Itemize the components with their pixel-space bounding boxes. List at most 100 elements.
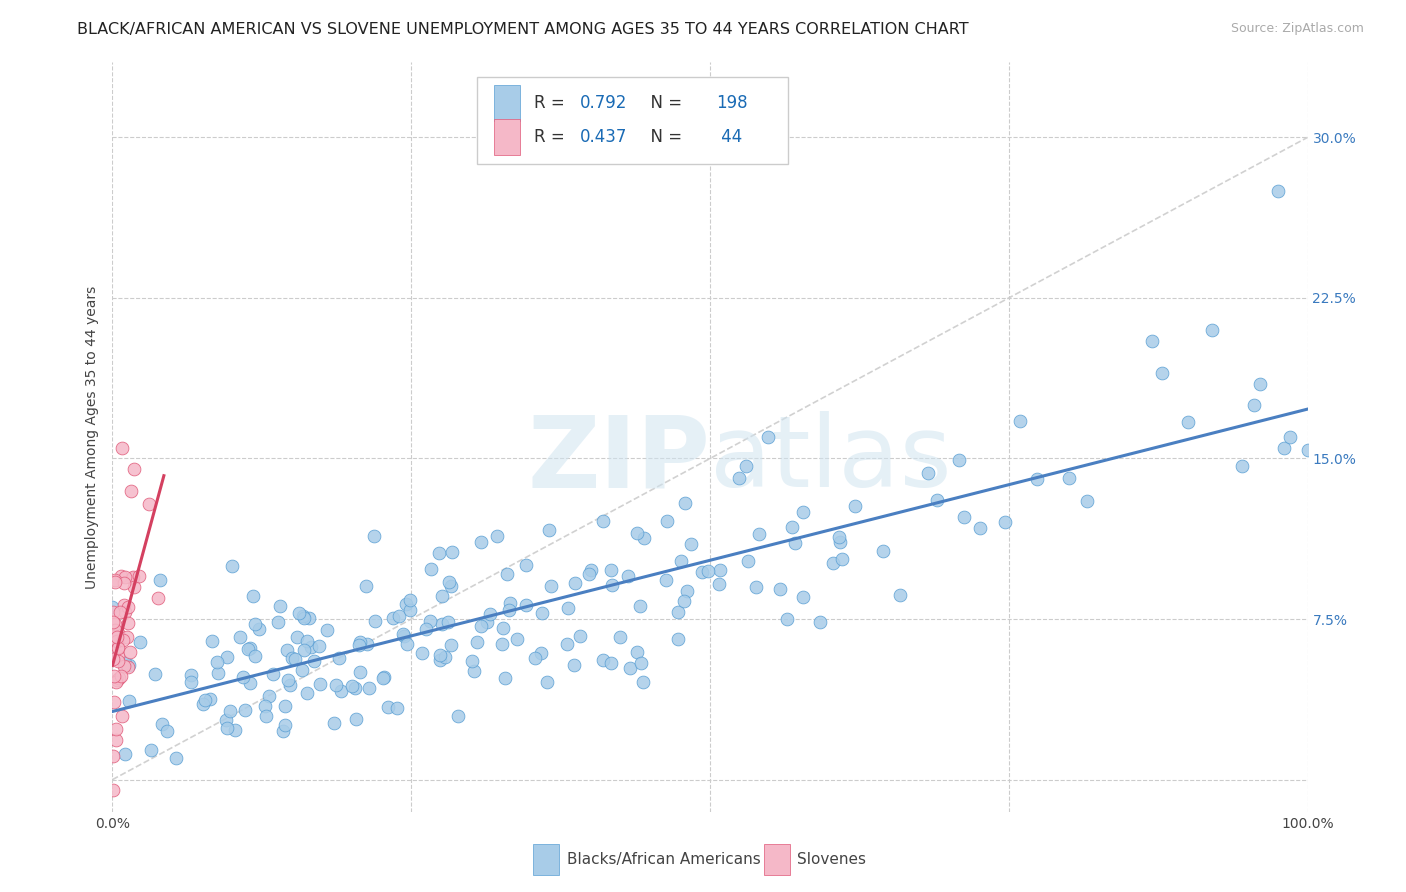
Point (707, 576, 730, 591)
Y-axis label: Unemployment Among Ages 35 to 44 years: Unemployment Among Ages 35 to 44 years (86, 285, 100, 589)
Point (118, 657, 141, 672)
Point (626, 645, 648, 659)
Point (105, 673, 128, 688)
Point (948, 453, 970, 467)
Point (105, 630, 128, 644)
Point (112, 575, 135, 590)
Point (105, 733, 128, 747)
Point (280, 678, 302, 692)
Point (101, 615, 124, 629)
Point (354, 579, 377, 593)
Point (498, 602, 520, 616)
Point (446, 709, 468, 723)
Text: Slovenes: Slovenes (797, 852, 866, 867)
Point (600, 578, 623, 592)
Point (492, 621, 515, 635)
Point (432, 617, 454, 632)
Point (103, 669, 125, 683)
Point (156, 723, 179, 738)
Point (291, 663, 314, 677)
Point (628, 599, 651, 613)
Point (247, 623, 270, 637)
Point (785, 535, 807, 549)
Point (277, 673, 299, 688)
Point (676, 584, 699, 599)
Point (363, 529, 385, 543)
Point (600, 657, 623, 671)
Point (692, 566, 714, 580)
Point (1076, 494, 1098, 508)
Point (557, 600, 579, 615)
Point (101, 605, 124, 619)
Point (392, 629, 415, 643)
Point (129, 634, 152, 648)
Point (257, 689, 280, 703)
Point (238, 676, 260, 690)
Point (236, 642, 259, 657)
Point (114, 656, 136, 670)
Point (276, 642, 298, 657)
Point (105, 675, 128, 690)
Point (112, 659, 135, 673)
Point (110, 709, 132, 723)
Point (292, 611, 315, 625)
Text: Source: ZipAtlas.com: Source: ZipAtlas.com (1230, 22, 1364, 36)
Point (515, 598, 537, 612)
Point (429, 546, 451, 560)
Point (439, 574, 461, 589)
Point (267, 615, 290, 630)
FancyBboxPatch shape (494, 85, 520, 121)
Point (201, 633, 224, 648)
Point (776, 612, 799, 626)
Point (531, 606, 554, 620)
Point (340, 679, 363, 693)
Point (1230, 459, 1253, 474)
Point (118, 645, 141, 659)
Point (377, 699, 399, 714)
Point (115, 630, 138, 644)
Point (1278, 430, 1301, 444)
Point (697, 565, 720, 579)
Point (619, 660, 641, 674)
Text: R =: R = (534, 94, 571, 112)
Point (101, 600, 124, 615)
Text: BLACK/AFRICAN AMERICAN VS SLOVENE UNEMPLOYMENT AMONG AGES 35 TO 44 YEARS CORRELA: BLACK/AFRICAN AMERICAN VS SLOVENE UNEMPL… (77, 22, 969, 37)
Point (461, 654, 484, 668)
Point (323, 716, 346, 731)
Point (104, 616, 127, 631)
Point (284, 652, 307, 666)
Point (180, 668, 202, 682)
Point (633, 531, 655, 545)
Point (373, 670, 395, 684)
Point (430, 589, 453, 603)
Point (330, 684, 353, 698)
Point (274, 699, 297, 714)
Point (193, 697, 215, 711)
Point (224, 723, 246, 737)
Point (122, 570, 145, 584)
Point (215, 714, 238, 728)
Point (243, 648, 266, 663)
Point (218, 704, 240, 718)
Point (347, 638, 370, 652)
Point (889, 588, 911, 602)
Text: 0.792: 0.792 (579, 94, 627, 112)
Point (953, 510, 976, 524)
Text: Blacks/African Americans: Blacks/African Americans (567, 852, 761, 867)
Point (221, 558, 243, 573)
Point (398, 603, 420, 617)
Point (110, 569, 132, 583)
Point (107, 649, 129, 664)
Point (269, 599, 291, 613)
Point (309, 677, 332, 691)
Point (364, 615, 387, 629)
Point (437, 615, 460, 629)
Point (143, 667, 166, 681)
Text: R =: R = (534, 128, 571, 145)
Point (229, 630, 252, 644)
Point (371, 671, 394, 685)
Point (496, 567, 519, 582)
Point (769, 582, 792, 596)
Point (111, 441, 134, 455)
Point (138, 497, 160, 511)
